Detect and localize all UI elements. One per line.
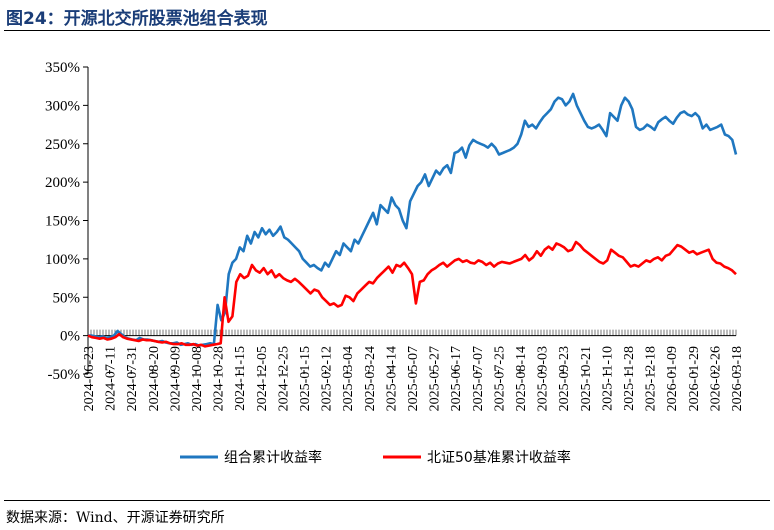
x-tick-label: 2024-07-11 bbox=[104, 346, 119, 411]
benchmark-return-line bbox=[87, 240, 737, 348]
title-rule bbox=[4, 30, 770, 31]
portfolio-return-line bbox=[88, 92, 738, 347]
x-tick-label: 2025-03-04 bbox=[341, 346, 356, 411]
y-tick-label: 150% bbox=[45, 214, 80, 230]
x-tick-label: 2025-12-18 bbox=[644, 346, 659, 411]
x-tick-label: 2025-06-17 bbox=[449, 346, 464, 411]
x-tick-label: 2025-03-24 bbox=[363, 346, 378, 411]
x-tick-label: 2024-09-09 bbox=[168, 346, 183, 411]
y-axis: -50% 0% 50% 100% 150% 200% 250% 300% 350% bbox=[45, 60, 89, 383]
x-tick-label: 2026-02-26 bbox=[708, 346, 723, 411]
x-tick-label: 2025-01-15 bbox=[298, 346, 313, 411]
x-tick-label: 2025-05-07 bbox=[406, 346, 421, 411]
x-tick-label: 2025-11-28 bbox=[622, 346, 637, 411]
x-tick-label: 2025-09-23 bbox=[557, 346, 572, 411]
x-tick-label: 2025-09-03 bbox=[536, 346, 551, 411]
x-tick-label: 2024-07-31 bbox=[125, 346, 140, 411]
legend-label-portfolio: 组合累计收益率 bbox=[224, 449, 322, 466]
figure-title: 图24：开源北交所股票池组合表现 bbox=[6, 9, 268, 29]
x-tick-label: 2024-10-08 bbox=[190, 346, 205, 411]
x-tick-label: 2025-07-25 bbox=[492, 346, 507, 411]
y-tick-label: 50% bbox=[53, 290, 81, 306]
x-tick-label: 2025-07-07 bbox=[471, 346, 486, 411]
x-axis: 2024-06-23 2024-07-11 2024-07-31 2024-08-20… bbox=[82, 346, 745, 411]
series-layer bbox=[87, 92, 738, 348]
y-tick-label: 250% bbox=[45, 137, 80, 153]
x-tick-label: 2024-12-05 bbox=[255, 346, 270, 411]
x-tick-label: 2024-12-25 bbox=[276, 346, 291, 411]
x-tick-label: 2024-10-28 bbox=[212, 346, 227, 411]
x-tick-label: 2025-02-12 bbox=[320, 346, 335, 411]
x-tick-label: 2025-08-14 bbox=[514, 346, 529, 411]
y-tick-label: 200% bbox=[45, 175, 80, 191]
y-tick-label: 350% bbox=[45, 60, 80, 76]
source-note: 数据来源：Wind、开源证券研究所 bbox=[6, 510, 225, 526]
zero-line-hatch bbox=[87, 329, 737, 337]
x-tick-label: 2025-10-21 bbox=[579, 346, 594, 411]
y-tick-label: 300% bbox=[45, 98, 80, 114]
x-tick-label: 2025-04-14 bbox=[384, 346, 399, 411]
x-tick-label: 2024-06-23 bbox=[82, 346, 97, 411]
x-tick-label: 2026-03-18 bbox=[730, 346, 745, 411]
x-tick-label: 2024-08-20 bbox=[147, 346, 162, 411]
returns-line-chart: -50% 0% 50% 100% 150% 200% 250% 300% 350% 2024-0… bbox=[45, 60, 745, 466]
x-tick-label: 2025-05-27 bbox=[428, 346, 443, 411]
legend-label-benchmark: 北证50基准累计收益率 bbox=[427, 449, 571, 466]
x-tick-label: 2024-11-15 bbox=[233, 346, 248, 411]
y-tick-label: 100% bbox=[45, 252, 80, 268]
y-tick-label: 0% bbox=[60, 329, 80, 345]
x-tick-label: 2025-11-10 bbox=[600, 346, 615, 411]
x-tick-label: 2026-01-29 bbox=[687, 346, 702, 411]
source-rule bbox=[4, 500, 770, 501]
x-tick-label: 2026-01-09 bbox=[665, 346, 680, 411]
legend: 组合累计收益率 北证50基准累计收益率 bbox=[180, 449, 571, 466]
y-tick-label: -50% bbox=[48, 367, 81, 383]
